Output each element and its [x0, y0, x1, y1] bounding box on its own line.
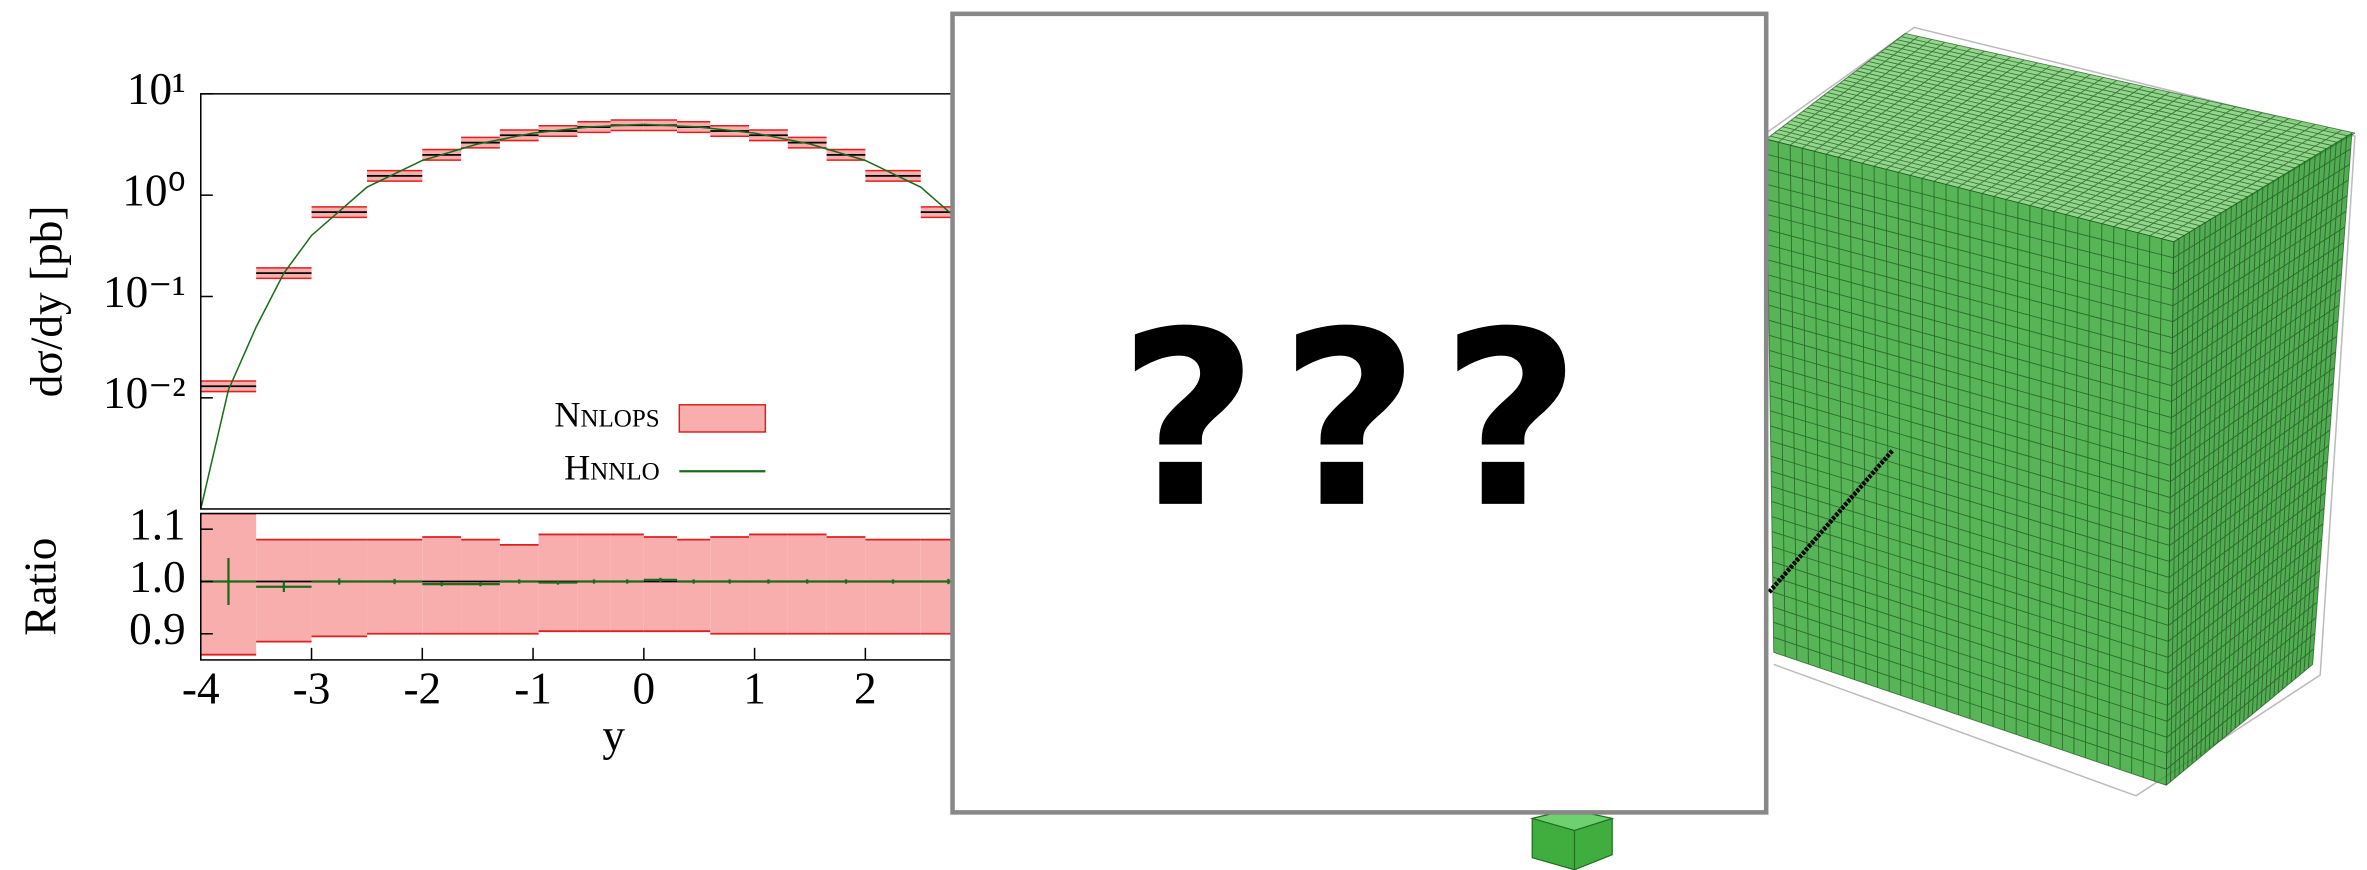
overlay-text: ???: [1118, 280, 1602, 561]
legend-label: Nnlops: [554, 395, 659, 435]
overlay-box: [950, 11, 1769, 815]
legend-swatch: [678, 404, 767, 433]
x-tick-label: 2: [854, 664, 877, 714]
overlay-panel: ???: [950, 11, 1769, 815]
ratio-band: [749, 534, 788, 634]
chart: 10¹ 10⁰ 10⁻¹ 10⁻² dσ/dy [pb] Nnlops Hnnlo 1.11.…: [16, 64, 1088, 760]
cube-grid: [1765, 33, 2356, 243]
ratio-band: [787, 534, 827, 634]
y-axis-label: Ratio: [16, 538, 66, 636]
x-axis-label: y: [602, 710, 625, 760]
y-tick-label: 1.0: [129, 552, 186, 602]
plot-area: [200, 513, 1087, 656]
y-tick-label: 10⁻¹: [103, 267, 186, 317]
ratio-band: [499, 544, 539, 634]
ratio-band: [643, 537, 678, 632]
small-cube: [1529, 808, 1615, 870]
y-tick-label: 10⁻²: [103, 368, 186, 418]
y-tick-label: 10⁰: [122, 166, 185, 216]
x-tick-label: 1: [743, 664, 766, 714]
x-tick-label: -4: [182, 664, 220, 714]
ratio-band: [826, 537, 866, 634]
x-tick-label: -1: [514, 664, 552, 714]
cube-dotted-line: [1767, 449, 1894, 594]
ratio-band: [710, 537, 750, 634]
ratio-band: [311, 539, 367, 637]
x-tick-label: -3: [293, 664, 331, 714]
y-tick-label: 0.9: [129, 604, 186, 654]
y-tick-label: 1.1: [129, 500, 186, 550]
ratio-band: [461, 539, 500, 634]
cube-render: [1765, 26, 2356, 797]
legend-label: Hnnlo: [564, 448, 660, 488]
cube-grid: [1765, 138, 2175, 786]
x-tick-label: 0: [633, 664, 656, 714]
ratio-band: [865, 539, 921, 634]
y-tick-label: 10¹: [127, 64, 186, 114]
x-tick-label: -2: [403, 664, 441, 714]
ratio-band: [366, 539, 423, 634]
ratio-band: [677, 539, 711, 632]
y-axis-label: dσ/dy [pb]: [22, 206, 72, 398]
